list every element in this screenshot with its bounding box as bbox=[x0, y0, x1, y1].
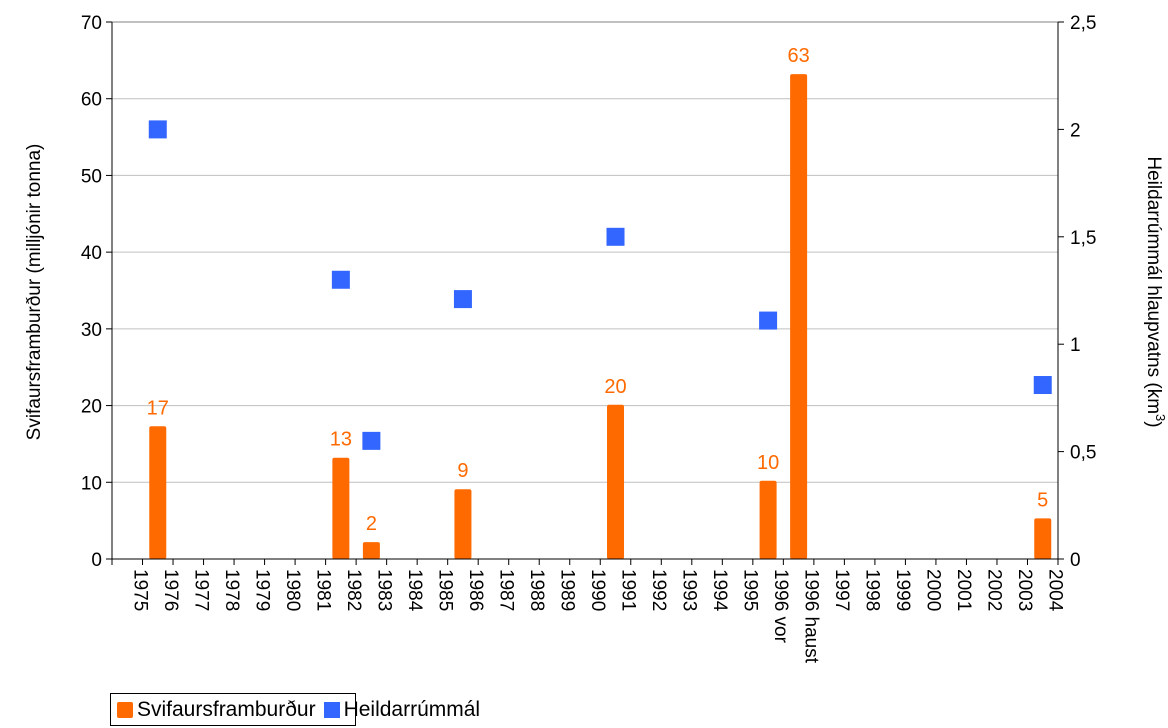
tick-labels: 0 10 20 30 40 50 60 70 0 0,5 1 1,5 2 2,5 1975 1976 1977 1… bbox=[81, 13, 1097, 664]
y-tick-label-left: 30 bbox=[81, 320, 102, 341]
x-tick-label: 1988 bbox=[526, 569, 547, 611]
x-tick-label: 1996 haust bbox=[801, 569, 822, 664]
bar bbox=[1034, 518, 1052, 559]
y-tick-label-right: 1,5 bbox=[1070, 228, 1096, 249]
bar bbox=[790, 74, 808, 559]
x-tick-label: 1983 bbox=[373, 569, 394, 611]
x-tick-label: 1982 bbox=[343, 569, 364, 611]
legend-label-bars: Svifaursframburður bbox=[137, 697, 316, 721]
scatter-point bbox=[1033, 376, 1052, 395]
x-tick-label: 1991 bbox=[618, 569, 639, 611]
bar-data-label: 63 bbox=[787, 45, 809, 67]
legend-entry-points: Heildarrúmmál bbox=[323, 697, 481, 722]
y-tick-label-left: 40 bbox=[81, 243, 102, 264]
x-tick-label: 1976 bbox=[160, 569, 181, 611]
scatter-point bbox=[759, 311, 778, 330]
y-tick-label-right: 0 bbox=[1070, 550, 1081, 571]
x-tick-label: 1999 bbox=[892, 569, 913, 611]
x-tick-label: 1981 bbox=[312, 569, 333, 611]
legend-swatch-points bbox=[323, 701, 340, 718]
bar-series bbox=[149, 74, 1052, 559]
x-tick-label: 1980 bbox=[282, 569, 303, 611]
bar-data-label: 10 bbox=[757, 452, 779, 474]
x-tick-label: 2000 bbox=[923, 569, 944, 611]
y-tick-label-right: 2,5 bbox=[1070, 13, 1096, 34]
scatter-series bbox=[148, 120, 1052, 450]
scatter-point bbox=[148, 120, 167, 139]
bar-data-label: 9 bbox=[457, 460, 468, 482]
y-tick-label-left: 0 bbox=[91, 550, 102, 571]
x-tick-label: 1993 bbox=[679, 569, 700, 611]
y-tick-label-left: 50 bbox=[81, 166, 102, 187]
y-tick-label-left: 60 bbox=[81, 90, 102, 111]
x-tick-label: 1987 bbox=[495, 569, 516, 611]
bar bbox=[332, 457, 350, 559]
x-tick-label: 1996 vor bbox=[770, 569, 791, 644]
axes bbox=[106, 21, 1064, 565]
plot-area bbox=[111, 21, 1059, 560]
y-tick-label-right: 2 bbox=[1070, 120, 1081, 141]
x-tick-label: 1975 bbox=[129, 569, 150, 611]
x-tick-label: 1986 bbox=[465, 569, 486, 611]
scatter-point bbox=[362, 431, 381, 450]
bar-data-label: 17 bbox=[147, 397, 169, 419]
legend-swatch-bars bbox=[117, 701, 133, 718]
legend-entry-bars: Svifaursframburður bbox=[117, 698, 316, 722]
bar bbox=[607, 404, 625, 559]
x-tick-label: 1998 bbox=[862, 569, 883, 611]
y-tick-label-left: 70 bbox=[81, 13, 102, 34]
data-labels: 17 13 2 9 20 10 63 5 bbox=[147, 45, 1049, 535]
y-axis-title-right: Heildarrúmmál hlaupvatns (km3) bbox=[1143, 156, 1168, 427]
chart: 0 10 20 30 40 50 60 70 0 0,5 1 1,5 2 2,5 1975 1976 1977 1… bbox=[24, 13, 1168, 664]
legend: Svifaursframburður Heildarrúmmál bbox=[110, 693, 480, 726]
bar-data-label: 2 bbox=[366, 513, 377, 535]
x-tick-label: 1984 bbox=[404, 569, 425, 612]
y-axis-title-left: Svifaursframburður (milljónir tonna) bbox=[24, 144, 45, 441]
y-tick-label-right: 0,5 bbox=[1070, 443, 1096, 464]
y-axis-title-right-close: ) bbox=[1143, 421, 1164, 427]
x-tick-label: 2003 bbox=[1014, 569, 1035, 611]
x-tick-label: 2001 bbox=[953, 569, 974, 611]
x-tick-label: 1978 bbox=[221, 569, 242, 611]
x-tick-label: 2004 bbox=[1045, 569, 1066, 612]
x-tick-label: 1994 bbox=[709, 569, 730, 612]
x-tick-label: 1985 bbox=[434, 569, 455, 611]
bar-data-label: 5 bbox=[1037, 489, 1048, 511]
scatter-point bbox=[453, 290, 472, 309]
scatter-point bbox=[331, 270, 350, 289]
bar-data-label: 13 bbox=[330, 429, 352, 451]
bar bbox=[362, 542, 380, 559]
scatter-point bbox=[606, 227, 625, 246]
x-tick-label: 1979 bbox=[251, 569, 272, 611]
x-tick-label: 1977 bbox=[190, 569, 211, 611]
x-tick-label: 2002 bbox=[984, 569, 1005, 611]
x-tick-label: 1997 bbox=[831, 569, 852, 611]
x-tick-label: 1992 bbox=[648, 569, 669, 611]
y-tick-label-left: 20 bbox=[81, 397, 102, 418]
x-tick-label: 1995 bbox=[740, 569, 761, 611]
y-axis-title-right-main: Heildarrúmmál hlaupvatns (km bbox=[1143, 156, 1164, 414]
y-tick-label-left: 10 bbox=[81, 473, 102, 494]
legend-label-points: Heildarrúmmál bbox=[343, 697, 481, 721]
bar bbox=[759, 480, 777, 559]
gridlines bbox=[111, 21, 1059, 560]
bar bbox=[149, 426, 167, 559]
bar bbox=[454, 489, 472, 559]
bar-data-label: 20 bbox=[604, 376, 626, 398]
y-tick-label-right: 1 bbox=[1070, 335, 1081, 356]
x-tick-label: 1989 bbox=[556, 569, 577, 611]
x-tick-label: 1990 bbox=[587, 569, 608, 611]
y-axis-title-right-superscript: 3 bbox=[1153, 414, 1168, 421]
